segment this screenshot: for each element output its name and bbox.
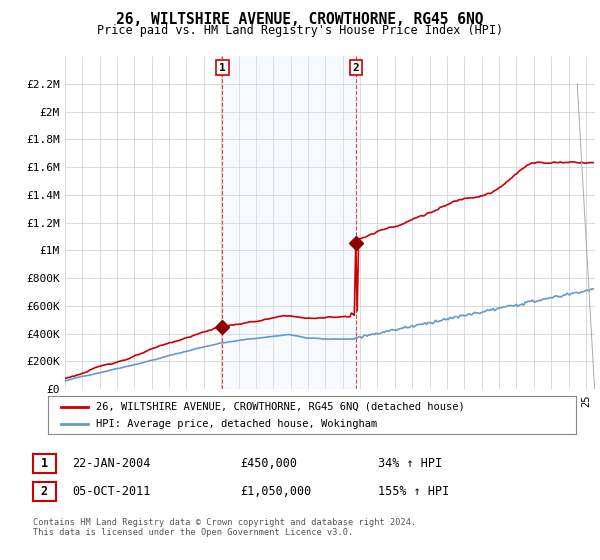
Text: 1: 1 — [41, 457, 48, 470]
Text: Contains HM Land Registry data © Crown copyright and database right 2024.
This d: Contains HM Land Registry data © Crown c… — [33, 518, 416, 538]
Text: 22-JAN-2004: 22-JAN-2004 — [72, 457, 151, 470]
Text: 26, WILTSHIRE AVENUE, CROWTHORNE, RG45 6NQ: 26, WILTSHIRE AVENUE, CROWTHORNE, RG45 6… — [116, 12, 484, 27]
Text: £450,000: £450,000 — [240, 457, 297, 470]
Bar — [223, 56, 356, 389]
Text: 34% ↑ HPI: 34% ↑ HPI — [378, 457, 442, 470]
Text: Price paid vs. HM Land Registry's House Price Index (HPI): Price paid vs. HM Land Registry's House … — [97, 24, 503, 36]
Text: 2: 2 — [41, 485, 48, 498]
Text: HPI: Average price, detached house, Wokingham: HPI: Average price, detached house, Woki… — [95, 419, 377, 430]
Text: £1,050,000: £1,050,000 — [240, 485, 311, 498]
Text: 155% ↑ HPI: 155% ↑ HPI — [378, 485, 449, 498]
Text: 05-OCT-2011: 05-OCT-2011 — [72, 485, 151, 498]
Text: 26, WILTSHIRE AVENUE, CROWTHORNE, RG45 6NQ (detached house): 26, WILTSHIRE AVENUE, CROWTHORNE, RG45 6… — [95, 402, 464, 412]
Text: 2: 2 — [352, 63, 359, 73]
Text: 1: 1 — [219, 63, 226, 73]
